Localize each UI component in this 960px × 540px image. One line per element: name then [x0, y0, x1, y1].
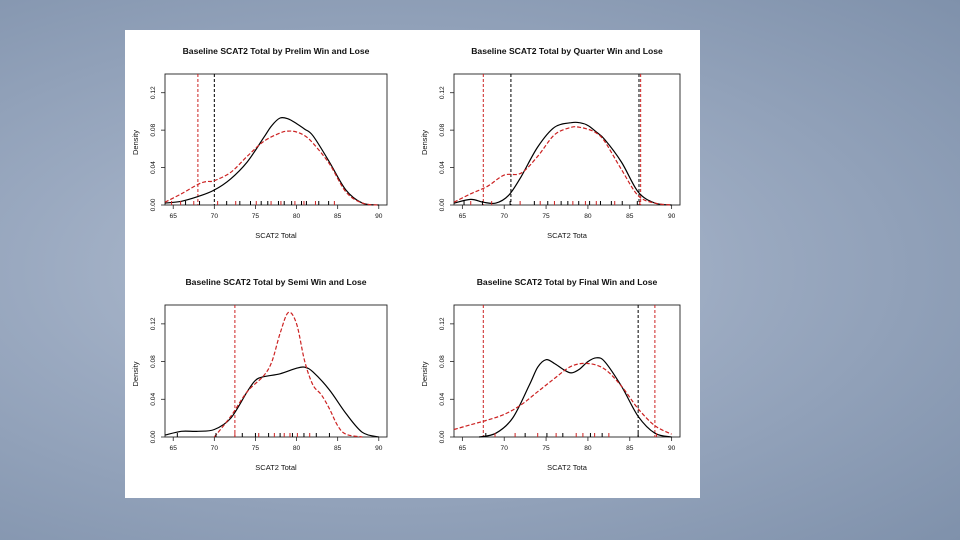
y-axis-label: Density: [420, 361, 429, 386]
x-axis-label: SCAT2 Tota: [547, 231, 588, 240]
x-axis-label: SCAT2 Tota: [547, 463, 588, 472]
figure-panel: Baseline SCAT2 Total by Prelim Win and L…: [125, 30, 700, 498]
density-curve-win: [164, 366, 379, 438]
x-tick-label: 85: [334, 445, 342, 452]
x-tick-label: 90: [375, 213, 383, 220]
plot-frame: [164, 73, 388, 206]
chart-1: Baseline SCAT2 Total by Prelim Win and L…: [131, 46, 388, 240]
x-tick-label: 75: [542, 445, 550, 452]
x-tick-label: 70: [501, 213, 509, 220]
y-tick-label: 0.08: [150, 355, 157, 368]
chart-title: Baseline SCAT2 Total by Final Win and Lo…: [477, 277, 658, 287]
x-tick-label: 80: [584, 445, 592, 452]
y-tick-label: 0.00: [150, 430, 157, 443]
x-tick-label: 75: [542, 213, 550, 220]
density-curve-lose: [164, 130, 379, 206]
plot-frame: [453, 304, 681, 438]
y-tick-label: 0.12: [439, 86, 446, 99]
chart-title: Baseline SCAT2 Total by Prelim Win and L…: [183, 46, 370, 56]
x-tick-label: 80: [293, 445, 301, 452]
x-tick-label: 80: [293, 213, 301, 220]
density-curve-lose: [453, 126, 672, 206]
y-tick-label: 0.08: [439, 355, 446, 368]
y-tick-label: 0.12: [150, 317, 157, 330]
plot-frame: [453, 73, 681, 206]
chart-3: Baseline SCAT2 Total by Semi Win and Los…: [131, 277, 388, 472]
chart-title: Baseline SCAT2 Total by Semi Win and Los…: [185, 277, 366, 287]
y-tick-label: 0.04: [150, 393, 157, 406]
x-tick-label: 70: [211, 213, 219, 220]
x-tick-label: 80: [584, 213, 592, 220]
x-tick-label: 90: [668, 445, 676, 452]
y-tick-label: 0.12: [150, 86, 157, 99]
x-tick-label: 85: [626, 445, 634, 452]
chart-title: Baseline SCAT2 Total by Quarter Win and …: [471, 46, 663, 56]
y-axis-label: Density: [131, 361, 140, 386]
density-curve-lose: [453, 362, 672, 435]
y-tick-label: 0.08: [150, 123, 157, 136]
y-tick-label: 0.12: [439, 317, 446, 330]
x-tick-label: 75: [252, 213, 260, 220]
x-tick-label: 65: [459, 213, 467, 220]
x-tick-label: 90: [668, 213, 676, 220]
x-tick-label: 90: [375, 445, 383, 452]
density-curve-lose: [213, 311, 363, 438]
density-curve-win: [453, 121, 672, 206]
x-tick-label: 70: [501, 445, 509, 452]
x-axis-label: SCAT2 Total: [255, 231, 297, 240]
density-plot-grid: Baseline SCAT2 Total by Prelim Win and L…: [131, 46, 681, 472]
x-tick-label: 85: [626, 213, 634, 220]
chart-2: Baseline SCAT2 Total by Quarter Win and …: [420, 46, 681, 240]
x-tick-label: 65: [459, 445, 467, 452]
x-axis-label: SCAT2 Total: [255, 463, 297, 472]
x-tick-label: 65: [170, 213, 178, 220]
y-axis-label: Density: [131, 130, 140, 155]
x-tick-label: 75: [252, 445, 260, 452]
density-curve-win: [164, 116, 379, 206]
y-tick-label: 0.04: [439, 393, 446, 406]
y-tick-label: 0.00: [439, 430, 446, 443]
x-tick-label: 65: [170, 445, 178, 452]
y-tick-label: 0.04: [150, 161, 157, 174]
density-curve-win: [478, 357, 672, 438]
x-tick-label: 85: [334, 213, 342, 220]
chart-4: Baseline SCAT2 Total by Final Win and Lo…: [420, 277, 681, 472]
y-tick-label: 0.08: [439, 123, 446, 136]
plot-frame: [164, 304, 388, 438]
y-tick-label: 0.00: [150, 198, 157, 211]
y-axis-label: Density: [420, 130, 429, 155]
y-tick-label: 0.04: [439, 161, 446, 174]
x-tick-label: 70: [211, 445, 219, 452]
y-tick-label: 0.00: [439, 198, 446, 211]
